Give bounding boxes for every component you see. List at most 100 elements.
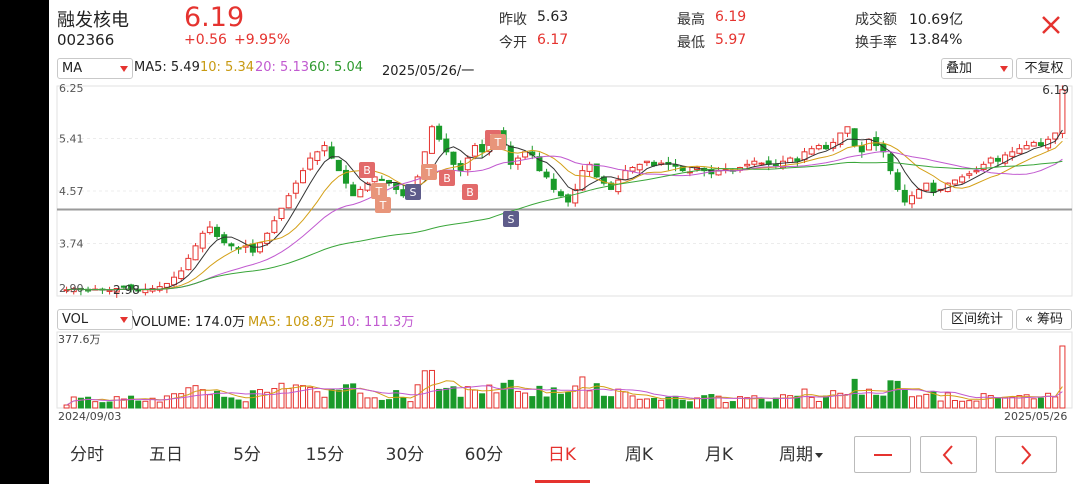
candle-body bbox=[228, 243, 235, 247]
ma60-value: 60: 5.04 bbox=[309, 60, 363, 75]
volume-bar bbox=[357, 392, 364, 409]
volume-bar bbox=[608, 396, 615, 409]
volume-frame bbox=[56, 331, 1073, 409]
volume-bar bbox=[206, 394, 213, 409]
candle-body bbox=[120, 285, 127, 288]
volume-bar bbox=[973, 400, 980, 409]
candle-body bbox=[471, 145, 478, 157]
tab-30min[interactable]: 30分 bbox=[385, 445, 425, 465]
volume-bar bbox=[780, 394, 787, 409]
signal-label: B bbox=[443, 172, 451, 185]
volume-bar bbox=[701, 395, 708, 409]
stat-value-low: 5.97 bbox=[715, 32, 747, 48]
volume-bar bbox=[880, 395, 887, 409]
volume-bar bbox=[951, 400, 958, 409]
candle-body bbox=[178, 270, 185, 280]
chips-button[interactable]: « 筹码 bbox=[1016, 309, 1072, 330]
signal-label: B bbox=[363, 164, 371, 177]
zoom-out-button[interactable] bbox=[854, 436, 911, 473]
price-axis-label: 2.90 bbox=[59, 282, 84, 295]
volume-bar bbox=[844, 394, 851, 409]
volume-bar bbox=[185, 387, 192, 409]
candle-body bbox=[851, 128, 858, 147]
tab-5min[interactable]: 5分 bbox=[233, 445, 261, 465]
price-axis-label: 4.57 bbox=[59, 185, 84, 198]
volume-bar bbox=[923, 393, 930, 409]
volume-bar bbox=[787, 395, 794, 409]
volume-bar bbox=[794, 395, 801, 409]
signal-label: B bbox=[466, 186, 474, 199]
candle-body bbox=[672, 164, 679, 167]
volume-bar bbox=[214, 390, 221, 409]
volume-bar bbox=[106, 401, 113, 409]
volume-bar bbox=[1037, 397, 1044, 409]
candle-body bbox=[822, 144, 830, 150]
candle-body bbox=[908, 195, 915, 205]
indicator-selector[interactable]: MA bbox=[57, 58, 133, 79]
candle-body bbox=[622, 170, 629, 181]
stat-label-turnover-rate: 换手率 bbox=[855, 35, 897, 51]
volume-bar bbox=[335, 389, 342, 409]
candle-body bbox=[966, 173, 973, 176]
volume-ma5: MA5: 108.8万 bbox=[248, 315, 336, 330]
overlay-button[interactable]: 叠加 bbox=[941, 58, 1013, 79]
stat-value-high: 6.19 bbox=[715, 9, 747, 25]
ma20-line bbox=[66, 150, 1063, 291]
tab-monthly-k[interactable]: 月K bbox=[704, 445, 734, 465]
candle-body bbox=[751, 160, 758, 165]
tab-five-day[interactable]: 五日 bbox=[149, 445, 183, 465]
volume-bar bbox=[364, 397, 371, 409]
overlay-button-label: 叠加 bbox=[946, 61, 973, 76]
volume-bar bbox=[865, 388, 872, 409]
adjust-button[interactable]: 不复权 bbox=[1016, 58, 1072, 79]
scroll-left-button[interactable] bbox=[920, 436, 977, 473]
signal-marker-s bbox=[405, 184, 421, 200]
candle-body bbox=[830, 141, 837, 149]
volume-bar bbox=[887, 380, 894, 409]
candle-body bbox=[299, 170, 307, 184]
volume-bar bbox=[163, 395, 170, 409]
signal-marker-b bbox=[462, 184, 478, 200]
volume-selector[interactable]: VOL bbox=[57, 309, 133, 330]
volume-bar bbox=[737, 396, 744, 409]
candle-body bbox=[214, 226, 221, 237]
tab-60min[interactable]: 60分 bbox=[464, 445, 504, 465]
ma10-value: 10: 5.34 bbox=[200, 60, 254, 75]
range-stats-button[interactable]: 区间统计 bbox=[941, 309, 1013, 330]
volume-bar bbox=[1016, 395, 1023, 409]
volume-bar bbox=[808, 396, 815, 409]
close-icon[interactable] bbox=[1040, 14, 1062, 36]
volume-bar bbox=[937, 400, 944, 409]
tab-15min[interactable]: 15分 bbox=[305, 445, 345, 465]
cursor-date: 2025/05/26/一 bbox=[382, 64, 475, 79]
candlestick-chart[interactable]: BTTSTBBBTS6.255.414.573.742.906.192.98 bbox=[49, 80, 1080, 308]
volume-chart[interactable] bbox=[49, 330, 1080, 412]
candle-body bbox=[1059, 89, 1066, 134]
volume-bar bbox=[658, 399, 665, 409]
volume-bar bbox=[235, 399, 242, 409]
volume-bar bbox=[822, 395, 830, 409]
candle-body bbox=[923, 182, 930, 191]
scroll-right-button[interactable] bbox=[995, 436, 1057, 473]
volume-bar bbox=[407, 401, 414, 409]
signal-marker-b bbox=[439, 170, 455, 186]
stat-value-open: 6.17 bbox=[537, 32, 569, 48]
volume-bar bbox=[930, 391, 937, 409]
tab-daily-k[interactable]: 日K bbox=[547, 445, 577, 465]
volume-bar bbox=[593, 383, 600, 409]
volume-bar bbox=[135, 400, 142, 409]
volume-bar bbox=[285, 388, 292, 409]
candle-body bbox=[206, 226, 213, 234]
low-price-annotation: 2.98 bbox=[113, 283, 140, 297]
tab-weekly-k[interactable]: 周K bbox=[624, 445, 654, 465]
volume-bar bbox=[830, 390, 837, 409]
tab-intraday[interactable]: 分时 bbox=[70, 445, 104, 465]
candle-body bbox=[199, 232, 206, 249]
volume-bar bbox=[729, 401, 736, 409]
volume-bar bbox=[278, 382, 285, 409]
volume-bar bbox=[271, 388, 278, 409]
volume-bar bbox=[944, 392, 951, 409]
date-range-start: 2024/09/03 bbox=[58, 410, 122, 423]
signal-marker-t bbox=[371, 183, 387, 199]
tab-period[interactable]: 周期 bbox=[771, 440, 831, 465]
